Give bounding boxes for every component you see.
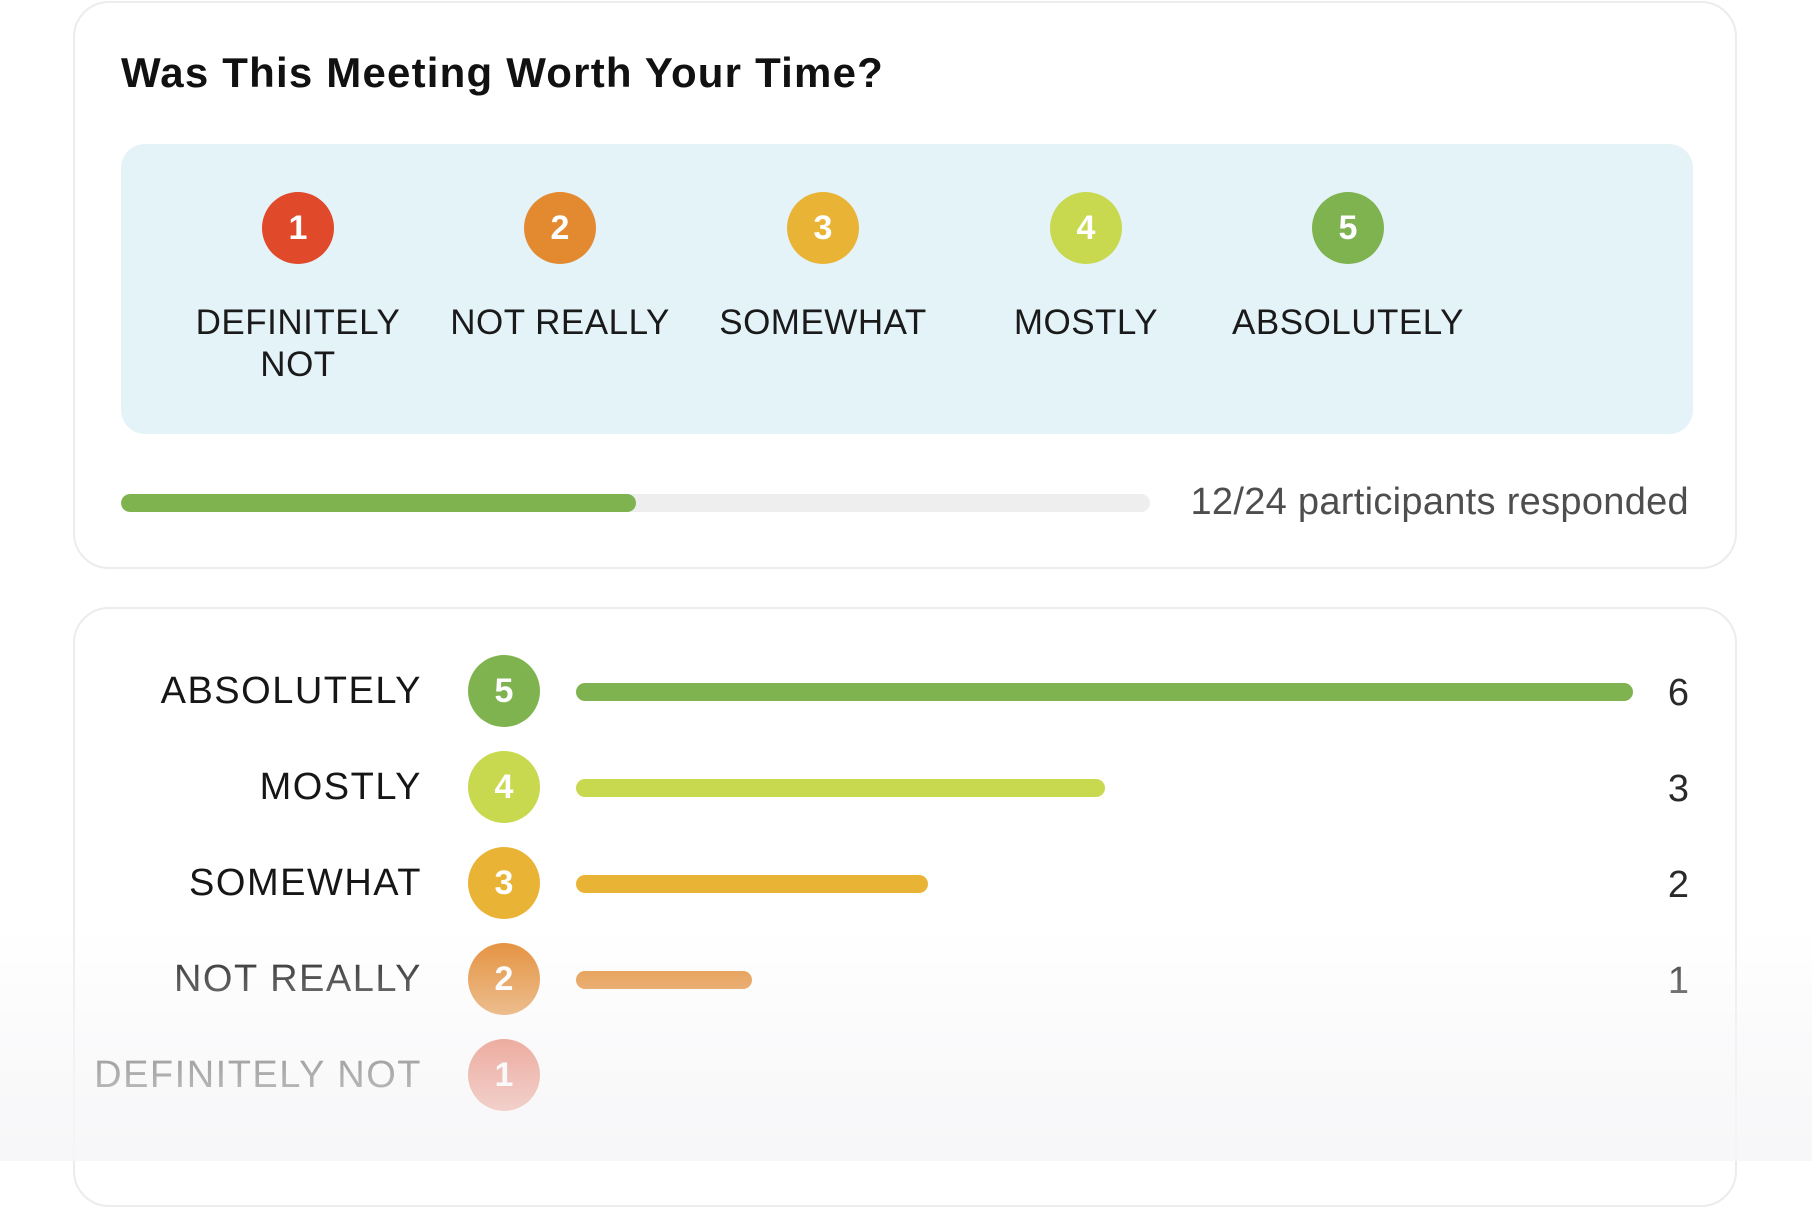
response-progress-fill [121,494,636,512]
result-count: 2 [1667,864,1689,906]
result-bar [576,875,929,893]
result-row-mostly: MOSTLY 4 3 [75,747,1735,827]
result-count: 3 [1667,768,1689,810]
option-somewhat[interactable]: 3 SOMEWHAT [683,144,963,434]
result-bar [576,683,1633,701]
rating-circle-5: 5 [468,655,540,727]
result-row-absolutely: ABSOLUTELY 5 6 [75,651,1735,731]
rating-circle-2: 2 [524,192,596,264]
option-absolutely[interactable]: 5 ABSOLUTELY [1208,144,1488,434]
result-bar-track [576,971,1633,989]
rating-circle-3: 3 [468,847,540,919]
result-bar [576,971,753,989]
response-count-text: 12/24 participants responded [1190,481,1689,523]
rating-circle-2: 2 [468,943,540,1015]
rating-circle-4: 4 [468,751,540,823]
rating-options-panel: 1 DEFINITELY NOT 2 NOT REALLY 3 SOMEWHAT… [121,144,1693,434]
option-not-really[interactable]: 2 NOT REALLY [420,144,700,434]
question-card: Was This Meeting Worth Your Time? 1 DEFI… [73,1,1737,569]
result-label: MOSTLY [259,766,422,808]
result-row-definitely-not: DEFINITELY NOT 1 [75,1035,1735,1115]
result-count: 6 [1667,672,1689,714]
rating-circle-3: 3 [787,192,859,264]
rating-circle-1: 1 [262,192,334,264]
response-progress-bar [121,494,1150,512]
option-label: ABSOLUTELY [1232,303,1464,342]
option-mostly[interactable]: 4 MOSTLY [946,144,1226,434]
result-bar [576,779,1105,797]
rating-circle-5: 5 [1312,192,1384,264]
option-label: MOSTLY [1013,303,1159,342]
option-definitely-not[interactable]: 1 DEFINITELY NOT [158,144,438,434]
rating-circle-4: 4 [1050,192,1122,264]
result-bar-track [576,875,1633,893]
result-label: SOMEWHAT [189,862,422,904]
question-title: Was This Meeting Worth Your Time? [121,49,884,96]
result-bar-track [576,683,1633,701]
result-count: 1 [1667,960,1689,1002]
result-label: DEFINITELY NOT [94,1054,422,1096]
result-row-not-really: NOT REALLY 2 1 [75,939,1735,1019]
option-label: DEFINITELY NOT [195,303,401,384]
result-bar-track [576,779,1633,797]
result-label: NOT REALLY [173,958,422,1000]
option-label: NOT REALLY [450,303,670,342]
result-row-somewhat: SOMEWHAT 3 2 [75,843,1735,923]
rating-circle-1: 1 [468,1039,540,1111]
option-label: SOMEWHAT [719,303,927,342]
results-card: ABSOLUTELY 5 6 MOSTLY 4 3 SOMEWHAT 3 2 N… [73,607,1737,1207]
result-label: ABSOLUTELY [160,670,422,712]
result-bar-track [576,1067,1633,1085]
